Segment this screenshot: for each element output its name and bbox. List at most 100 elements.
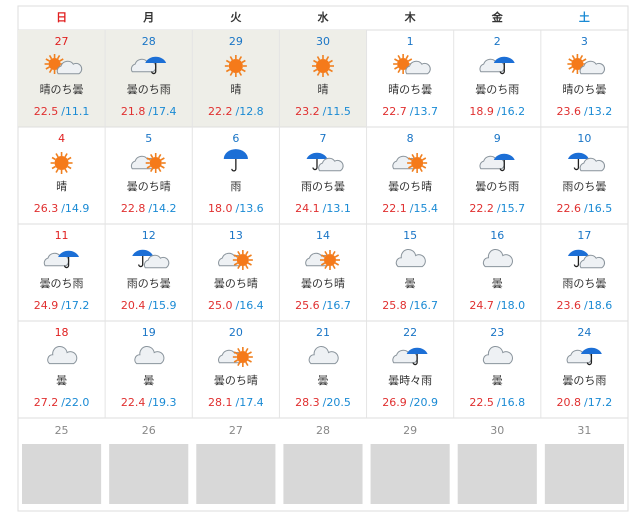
temp-low: /13.1 (323, 202, 351, 215)
date: 3 (581, 35, 588, 48)
temp-high: 20.4 (121, 299, 146, 312)
weather-text: 晴 (317, 83, 328, 96)
date: 4 (58, 132, 65, 145)
sun-ray (316, 56, 321, 61)
temp-low: /11.1 (61, 105, 89, 118)
sun-ray (334, 262, 340, 266)
temperature: 26.3/14.9 (34, 202, 90, 215)
date: 2 (494, 35, 501, 48)
sun-ray (247, 359, 252, 363)
date: 15 (403, 229, 417, 242)
sun-ray (411, 153, 415, 159)
weather-text: 曇時々雨 (388, 374, 432, 387)
date: 18 (55, 326, 69, 339)
date: 9 (494, 132, 501, 145)
cloud (482, 248, 513, 268)
temperature: 22.2/12.8 (208, 105, 264, 118)
date: 26 (142, 424, 156, 437)
temperature: 28.3/20.5 (295, 396, 351, 409)
date: 14 (316, 229, 330, 242)
weather-icon (47, 345, 78, 365)
sun-ray (313, 68, 318, 73)
temp-high: 22.5 (34, 105, 59, 118)
date: 19 (142, 326, 156, 339)
sun-ray (158, 167, 162, 173)
sun-ray (332, 264, 336, 270)
weather-icon (308, 345, 339, 365)
date: 17 (577, 229, 591, 242)
weather-icon (43, 250, 80, 269)
temp-high: 28.1 (208, 396, 233, 409)
sun-ray (408, 157, 413, 161)
temp-low: /20.5 (323, 396, 351, 409)
umbrella-handle (499, 63, 505, 75)
sun-ray (55, 153, 59, 158)
sun-ray (568, 58, 573, 62)
sun-ray (225, 59, 231, 64)
temperature: 20.4/15.9 (121, 299, 177, 312)
temp-high: 18.0 (208, 202, 233, 215)
sun-ray (55, 168, 59, 173)
weather-icon (567, 54, 606, 75)
sun (228, 59, 243, 73)
date: 23 (490, 326, 504, 339)
date: 13 (229, 229, 243, 242)
sun (236, 254, 249, 266)
empty-day (283, 444, 363, 504)
date: 28 (316, 424, 330, 437)
temperature: 26.9/20.9 (382, 396, 438, 409)
date: 21 (316, 326, 330, 339)
temperature: 24.7/18.0 (469, 299, 525, 312)
temp-high: 24.9 (34, 299, 59, 312)
sun-ray (421, 165, 427, 169)
sun-ray (64, 153, 68, 158)
weather-icon (479, 153, 515, 172)
sun-ray (325, 56, 330, 61)
sun-ray (411, 167, 415, 173)
temp-high: 24.1 (295, 202, 320, 215)
sun-ray (237, 361, 241, 367)
sun (397, 58, 410, 70)
temperature: 28.1/17.4 (208, 396, 264, 409)
empty-day (196, 444, 276, 504)
temp-low: /15.4 (410, 202, 438, 215)
temp-low: /14.9 (61, 202, 89, 215)
sun-ray (158, 153, 162, 159)
weekday-label: 木 (404, 10, 417, 24)
sun-ray (48, 68, 53, 74)
weekday-label: 金 (491, 10, 504, 24)
sun-ray (225, 68, 231, 73)
weather-icon (395, 248, 426, 268)
sun-ray (324, 264, 328, 270)
sun-ray (160, 165, 165, 169)
weather-icon (392, 347, 428, 366)
weather-text: 曇のち晴 (301, 277, 345, 290)
temperature: 23.6/18.6 (557, 299, 613, 312)
sun-ray (324, 250, 328, 256)
temp-low: /15.7 (497, 202, 525, 215)
weather-text: 晴 (230, 83, 241, 96)
temp-low: /16.7 (410, 299, 438, 312)
date: 30 (316, 35, 330, 48)
date: 12 (142, 229, 156, 242)
weather-text: 曇 (143, 374, 154, 387)
sun-ray (233, 359, 239, 363)
date: 27 (55, 35, 69, 48)
past-day-bg (18, 30, 106, 127)
temp-low: /11.5 (323, 105, 351, 118)
weather-text: 曇のち晴 (127, 180, 171, 193)
weather-text: 曇のち雨 (475, 83, 519, 96)
sun-ray (247, 254, 252, 258)
sun (315, 59, 330, 73)
cloud (47, 345, 78, 365)
temperature: 18.0/13.6 (208, 202, 264, 215)
weather-icon (44, 54, 83, 75)
sun (236, 351, 249, 363)
sun (48, 58, 61, 70)
weather-text: 晴のち曇 (40, 83, 84, 96)
sun-ray (328, 68, 333, 73)
temperature: 22.2/15.7 (469, 202, 525, 215)
temp-low: /17.2 (584, 396, 612, 409)
temp-high: 23.6 (557, 299, 582, 312)
date: 1 (407, 35, 414, 48)
